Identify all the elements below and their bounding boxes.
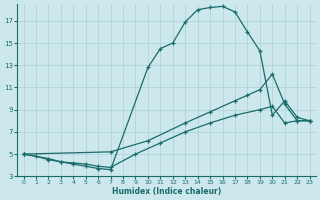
X-axis label: Humidex (Indice chaleur): Humidex (Indice chaleur) — [112, 187, 221, 196]
